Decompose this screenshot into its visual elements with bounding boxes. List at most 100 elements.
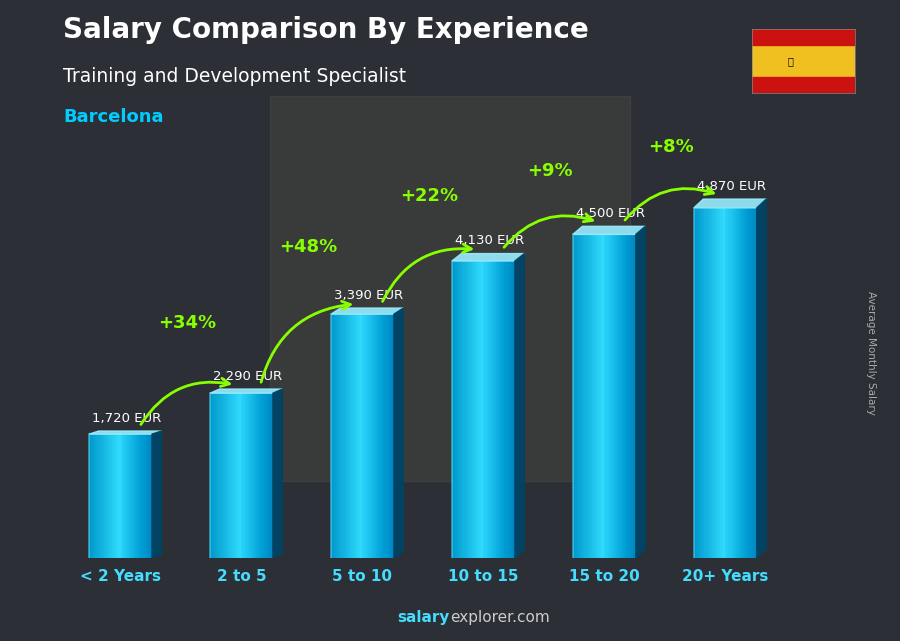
Bar	[619, 235, 620, 558]
Bar	[239, 393, 240, 558]
Bar	[365, 314, 367, 558]
Bar	[370, 314, 371, 558]
Bar	[238, 393, 239, 558]
Bar	[452, 261, 453, 558]
Bar	[612, 235, 613, 558]
Bar	[700, 208, 701, 558]
Bar	[509, 261, 511, 558]
Bar	[725, 208, 726, 558]
Bar	[601, 235, 602, 558]
Bar	[616, 235, 618, 558]
Bar	[230, 393, 231, 558]
Bar	[698, 208, 699, 558]
Bar	[752, 77, 855, 93]
Bar	[627, 235, 628, 558]
Bar	[372, 314, 374, 558]
Bar	[603, 235, 605, 558]
Bar	[337, 314, 338, 558]
Bar	[377, 314, 378, 558]
Bar	[718, 208, 719, 558]
Bar	[384, 314, 385, 558]
Bar	[371, 314, 372, 558]
Bar	[699, 208, 700, 558]
Bar	[626, 235, 627, 558]
Bar	[356, 314, 357, 558]
Bar	[453, 261, 454, 558]
Text: +34%: +34%	[158, 314, 216, 333]
Bar	[478, 261, 480, 558]
Bar	[373, 314, 374, 558]
Bar	[454, 261, 455, 558]
Bar	[695, 208, 696, 558]
Bar	[738, 208, 739, 558]
Bar	[255, 393, 256, 558]
Bar	[385, 314, 387, 558]
Bar	[599, 235, 600, 558]
Bar	[104, 434, 105, 558]
Bar	[353, 314, 355, 558]
Bar	[747, 208, 749, 558]
Polygon shape	[152, 431, 161, 558]
Bar	[369, 314, 370, 558]
Bar	[235, 393, 237, 558]
Bar	[487, 261, 488, 558]
Bar	[750, 208, 751, 558]
Bar	[506, 261, 507, 558]
Bar	[756, 208, 757, 558]
Bar	[703, 208, 705, 558]
Bar	[366, 314, 368, 558]
Bar	[575, 235, 576, 558]
Bar	[141, 434, 143, 558]
Text: Average Monthly Salary: Average Monthly Salary	[866, 290, 877, 415]
Bar	[513, 261, 514, 558]
Bar	[392, 314, 393, 558]
Bar	[497, 261, 499, 558]
Bar	[126, 434, 127, 558]
Bar	[463, 261, 464, 558]
Bar	[248, 393, 250, 558]
Bar	[114, 434, 115, 558]
Bar	[212, 393, 213, 558]
Bar	[477, 261, 478, 558]
Bar	[375, 314, 376, 558]
Bar	[510, 261, 512, 558]
Bar	[730, 208, 731, 558]
Bar	[140, 434, 141, 558]
Bar	[739, 208, 740, 558]
Bar	[146, 434, 147, 558]
Bar	[458, 261, 459, 558]
Text: 4,870 EUR: 4,870 EUR	[697, 180, 766, 193]
Bar	[224, 393, 225, 558]
Bar	[484, 261, 486, 558]
Bar	[391, 314, 392, 558]
Bar	[731, 208, 732, 558]
Bar	[147, 434, 148, 558]
Bar	[755, 208, 756, 558]
Bar	[744, 208, 745, 558]
Text: +8%: +8%	[648, 138, 694, 156]
Bar	[697, 208, 698, 558]
Bar	[470, 261, 471, 558]
Bar	[576, 235, 577, 558]
Bar	[507, 261, 508, 558]
Bar	[241, 393, 243, 558]
Bar	[236, 393, 238, 558]
Bar	[583, 235, 585, 558]
Bar	[142, 434, 144, 558]
Bar	[120, 434, 121, 558]
Bar	[392, 314, 394, 558]
Bar	[573, 235, 574, 558]
Text: 3,390 EUR: 3,390 EUR	[334, 289, 403, 302]
Bar	[133, 434, 134, 558]
Bar	[214, 393, 215, 558]
Bar	[634, 235, 636, 558]
Bar	[127, 434, 128, 558]
Bar	[732, 208, 733, 558]
Bar	[701, 208, 702, 558]
Polygon shape	[515, 254, 525, 558]
Bar	[130, 434, 131, 558]
Bar	[240, 393, 241, 558]
Bar	[122, 434, 124, 558]
Bar	[91, 434, 93, 558]
Bar	[125, 434, 126, 558]
